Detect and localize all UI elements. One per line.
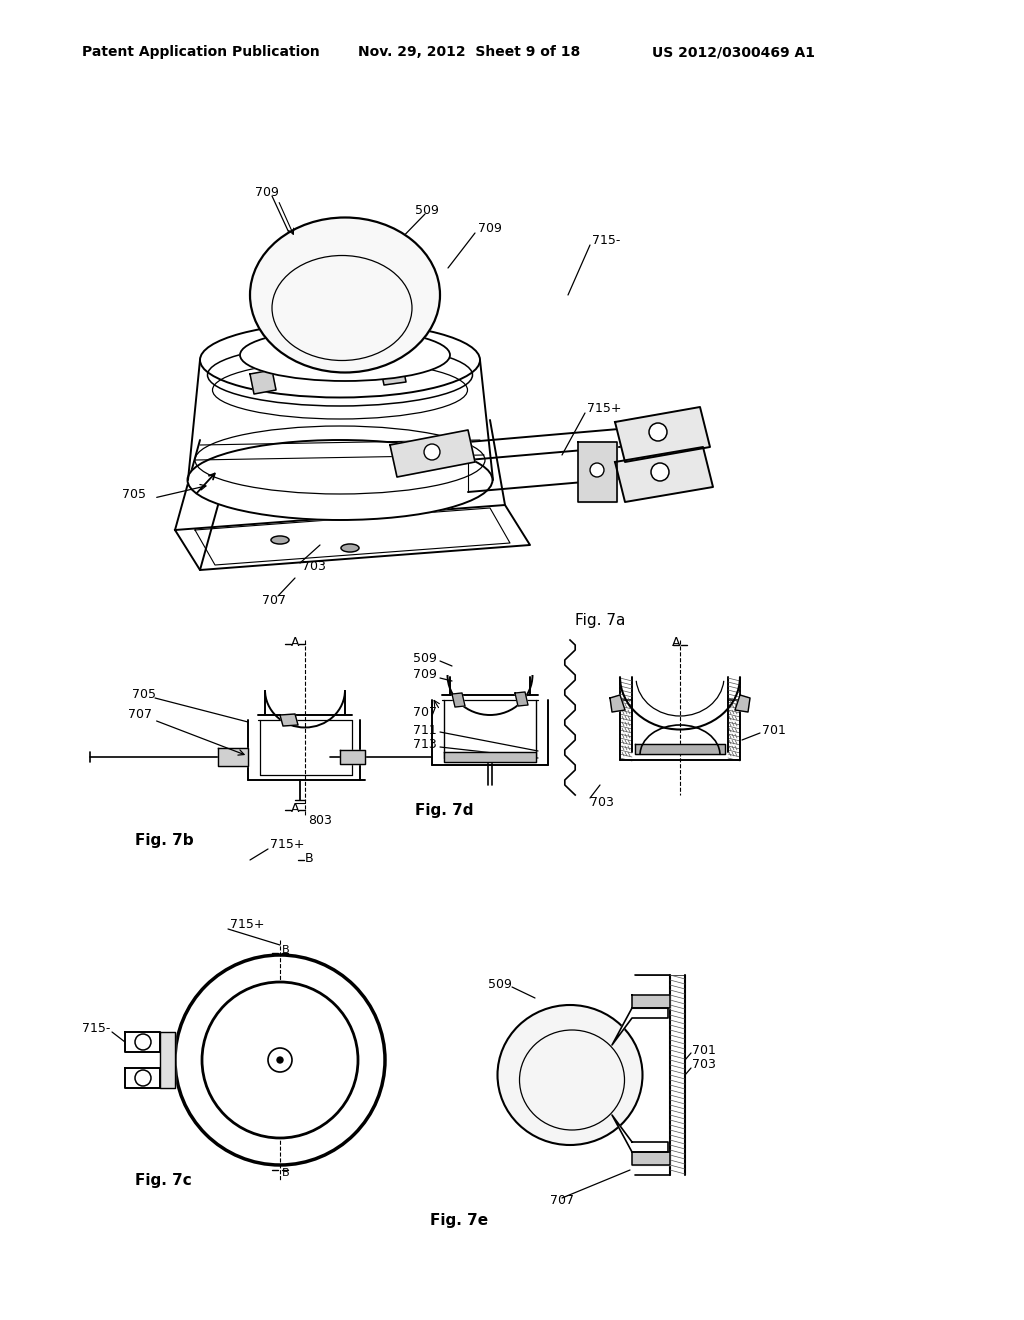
- Ellipse shape: [250, 218, 440, 372]
- Text: 803: 803: [308, 813, 332, 826]
- Text: 705: 705: [132, 689, 156, 701]
- Polygon shape: [632, 995, 670, 1008]
- Text: Fig. 7d: Fig. 7d: [415, 803, 473, 817]
- Text: 707: 707: [128, 708, 152, 721]
- Text: 703: 703: [590, 796, 613, 808]
- Ellipse shape: [200, 322, 480, 397]
- Text: 703: 703: [302, 561, 326, 573]
- Text: 713: 713: [413, 738, 437, 751]
- Text: 709: 709: [413, 668, 437, 681]
- Polygon shape: [735, 696, 750, 711]
- Polygon shape: [632, 1152, 670, 1166]
- Polygon shape: [615, 407, 710, 462]
- Circle shape: [278, 1057, 283, 1063]
- Polygon shape: [380, 362, 406, 385]
- Text: 715+: 715+: [587, 401, 622, 414]
- Ellipse shape: [240, 329, 450, 381]
- Text: A: A: [291, 801, 299, 814]
- Text: B: B: [282, 1168, 290, 1177]
- Polygon shape: [250, 370, 276, 393]
- Polygon shape: [340, 750, 365, 764]
- Text: US 2012/0300469 A1: US 2012/0300469 A1: [652, 45, 815, 59]
- Text: 715-: 715-: [82, 1022, 111, 1035]
- Text: 703: 703: [692, 1059, 716, 1072]
- Circle shape: [651, 463, 669, 480]
- Polygon shape: [280, 714, 298, 726]
- Polygon shape: [612, 1115, 668, 1152]
- Text: 509: 509: [415, 203, 439, 216]
- Polygon shape: [515, 692, 528, 706]
- Text: 705: 705: [122, 488, 146, 502]
- Polygon shape: [218, 748, 248, 766]
- Circle shape: [175, 954, 385, 1166]
- Ellipse shape: [271, 536, 289, 544]
- Text: 715+: 715+: [270, 838, 304, 851]
- Circle shape: [649, 422, 667, 441]
- Text: 701: 701: [762, 723, 785, 737]
- Circle shape: [202, 982, 358, 1138]
- Text: A: A: [672, 636, 680, 649]
- Text: Fig. 7b: Fig. 7b: [135, 833, 194, 847]
- Text: Fig. 7a: Fig. 7a: [575, 612, 626, 627]
- Text: 707: 707: [550, 1193, 574, 1206]
- Circle shape: [590, 463, 604, 477]
- Text: 715+: 715+: [230, 919, 264, 932]
- Ellipse shape: [341, 544, 359, 552]
- Polygon shape: [452, 693, 465, 708]
- Polygon shape: [160, 1032, 175, 1088]
- Text: 701: 701: [692, 1044, 716, 1056]
- Text: Patent Application Publication: Patent Application Publication: [82, 45, 319, 59]
- Polygon shape: [610, 696, 625, 711]
- Polygon shape: [125, 1032, 160, 1052]
- Circle shape: [135, 1034, 151, 1049]
- Text: B: B: [282, 945, 290, 954]
- Circle shape: [135, 1071, 151, 1086]
- Text: 509: 509: [413, 652, 437, 664]
- Polygon shape: [444, 752, 536, 762]
- Text: Nov. 29, 2012  Sheet 9 of 18: Nov. 29, 2012 Sheet 9 of 18: [358, 45, 581, 59]
- Ellipse shape: [187, 440, 493, 520]
- Text: 711: 711: [413, 723, 437, 737]
- Polygon shape: [612, 1008, 668, 1045]
- Polygon shape: [175, 506, 530, 570]
- Text: 715-: 715-: [592, 234, 621, 247]
- Text: B: B: [305, 851, 313, 865]
- Polygon shape: [635, 744, 725, 754]
- Polygon shape: [125, 1068, 160, 1088]
- Text: 709: 709: [478, 222, 502, 235]
- Text: 707: 707: [413, 706, 437, 719]
- Text: 509: 509: [488, 978, 512, 991]
- Ellipse shape: [498, 1005, 642, 1144]
- Text: Fig. 7e: Fig. 7e: [430, 1213, 488, 1228]
- Circle shape: [424, 444, 440, 459]
- Polygon shape: [578, 442, 617, 502]
- Polygon shape: [390, 430, 475, 477]
- Text: 709: 709: [255, 186, 279, 198]
- Text: A: A: [291, 635, 299, 648]
- Text: Fig. 7c: Fig. 7c: [135, 1172, 191, 1188]
- Text: 707: 707: [262, 594, 286, 606]
- Polygon shape: [615, 447, 713, 502]
